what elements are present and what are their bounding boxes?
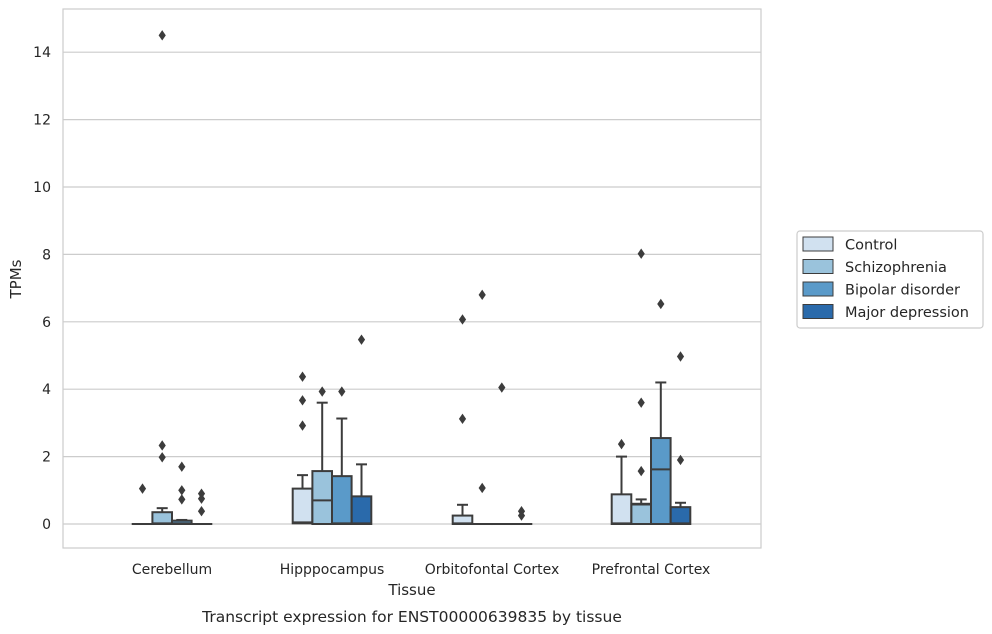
outlier-point: [298, 420, 307, 431]
x-axis-ticks: Cerebellum Hipppocampus Orbitofontal Corte…: [132, 562, 710, 578]
x-tick-label: Orbitofontal Cortex: [425, 562, 560, 578]
x-tick-label: Prefrontal Cortex: [592, 562, 711, 578]
iqr-box: [291, 487, 314, 525]
outlier-point: [178, 494, 186, 505]
outlier-point: [617, 438, 626, 450]
outlier-point: [298, 395, 307, 406]
box-control: [131, 483, 154, 526]
box-schizophrenia: [630, 248, 653, 525]
outlier-point: [338, 386, 346, 397]
iqr-box: [151, 511, 173, 526]
legend-frame: [796, 230, 984, 329]
iqr-box: [630, 502, 653, 525]
outlier-point: [478, 289, 486, 301]
outlier-point: [637, 397, 645, 408]
y-tick-label: 12: [33, 113, 51, 129]
outlier-point: [298, 371, 307, 382]
legend-swatch: [802, 281, 834, 297]
outlier-point: [637, 465, 645, 477]
legend-swatch: [802, 236, 834, 252]
outlier-point: [517, 505, 526, 517]
iqr-box: [610, 493, 633, 525]
x-tick-label: Cerebellum: [132, 562, 212, 578]
iqr-box: [650, 437, 672, 525]
y-tick-label: 4: [42, 382, 51, 398]
legend-label: Schizophrenia: [845, 260, 947, 276]
y-tick-label: 6: [42, 315, 51, 331]
outlier-point: [197, 488, 206, 499]
legend-swatch: [802, 304, 834, 319]
outlier-point: [158, 452, 166, 463]
y-axis-ticks: 0 2 4 6 8 10 12 14: [33, 45, 51, 533]
y-tick-label: 2: [42, 450, 51, 466]
y-tick-label: 8: [42, 247, 51, 263]
gridlines: [63, 51, 761, 525]
box-bipolar-disorder: [650, 298, 672, 525]
box-schizophrenia: [311, 386, 333, 526]
box-major-depression: [350, 334, 373, 525]
box-control: [610, 438, 633, 525]
box-schizophrenia: [151, 30, 173, 526]
plot-area-frame: [62, 8, 762, 549]
outlier-point: [197, 505, 206, 517]
outlier-point: [676, 454, 685, 466]
legend: Control Schizophrenia Bipolar disorder Majo…: [796, 230, 984, 329]
boxes-layer: [131, 30, 692, 526]
box-major-depression: [190, 488, 213, 526]
iqr-box: [311, 470, 333, 526]
outlier-point: [458, 314, 467, 325]
legend-label: Major depression: [845, 305, 969, 321]
outlier-point: [637, 248, 645, 259]
box-control: [451, 314, 474, 526]
x-axis-label: Tissue: [387, 581, 435, 599]
outlier-point: [158, 440, 166, 451]
iqr-box: [350, 495, 373, 525]
box-major-depression: [510, 505, 533, 526]
box-schizophrenia: [471, 289, 493, 526]
chart-caption: Transcript expression for ENST0000063983…: [201, 608, 622, 626]
outlier-point: [178, 485, 186, 496]
y-tick-label: 14: [33, 45, 51, 61]
legend-swatch: [802, 259, 834, 274]
outlier-point: [478, 482, 486, 494]
outlier-point: [458, 413, 467, 425]
box-control: [291, 371, 314, 525]
outlier-point: [178, 461, 186, 472]
x-tick-label: Hipppocampus: [280, 562, 385, 578]
outlier-point: [138, 483, 147, 494]
legend-label: Control: [845, 238, 897, 254]
outlier-point: [158, 30, 166, 41]
box-major-depression: [669, 351, 692, 525]
outlier-point: [657, 298, 665, 310]
outlier-point: [498, 382, 506, 393]
outlier-point: [357, 334, 366, 345]
y-axis-label: TPMs: [7, 259, 25, 299]
legend-label: Bipolar disorder: [845, 283, 960, 299]
box-bipolar-disorder: [491, 382, 513, 526]
y-tick-label: 10: [33, 180, 51, 196]
outlier-point: [676, 351, 685, 362]
outlier-point: [318, 386, 326, 397]
box-bipolar-disorder: [171, 461, 193, 526]
y-tick-label: 0: [42, 517, 51, 533]
iqr-box: [669, 506, 692, 525]
box-bipolar-disorder: [331, 386, 353, 525]
iqr-box: [331, 475, 353, 525]
